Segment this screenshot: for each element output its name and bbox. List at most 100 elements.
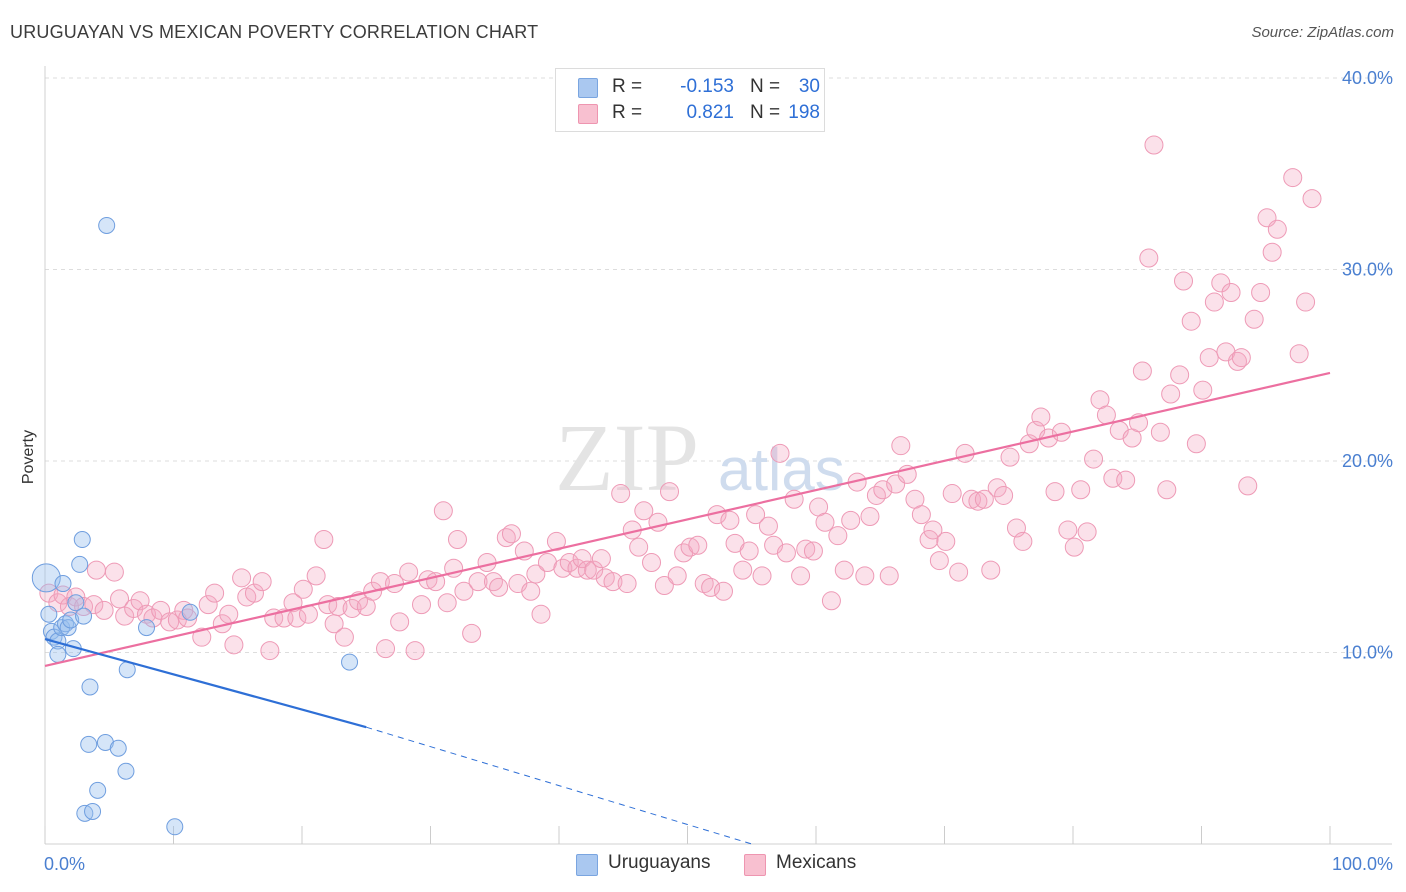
- mexicans-point: [1064, 537, 1084, 557]
- mexicans-point: [891, 436, 911, 456]
- mexicans-point: [1221, 282, 1241, 302]
- y-tick-label: 40.0%: [1342, 68, 1393, 88]
- mexicans-point: [483, 572, 503, 592]
- mexicans-point: [701, 577, 721, 597]
- mexicans-point: [968, 491, 988, 511]
- y-tick-label: 20.0%: [1342, 451, 1393, 471]
- mexicans-points: [39, 135, 1322, 661]
- mexicans-point: [642, 552, 662, 572]
- x-tick-label: 0.0%: [44, 854, 85, 874]
- source-label: Source: ZipAtlas.com: [1251, 24, 1394, 41]
- mexicans-point: [860, 507, 880, 527]
- mexicans-point: [314, 530, 334, 550]
- mexicans-point: [617, 574, 637, 594]
- uruguayans-point: [89, 781, 107, 799]
- uruguayans-trend-extension: [366, 726, 752, 845]
- mexicans-point: [923, 520, 943, 540]
- watermark: ZIP atlas: [555, 404, 845, 511]
- legend-r-label: R =: [612, 76, 643, 97]
- uruguayans-point: [67, 594, 85, 612]
- legend-n-label: N =: [750, 102, 781, 123]
- mexicans-point: [178, 608, 198, 628]
- mexicans-point: [1170, 365, 1190, 385]
- mexicans-point: [828, 526, 848, 546]
- mexicans-point: [1296, 292, 1316, 312]
- mexicans-point: [546, 531, 566, 551]
- mexicans-point: [919, 530, 939, 550]
- mexicans-point: [879, 566, 899, 586]
- mexicans-point: [462, 623, 482, 643]
- grid: [45, 77, 1392, 653]
- mexicans-point: [873, 480, 893, 500]
- mexicans-point: [86, 560, 106, 580]
- y-axis-label: Poverty: [20, 430, 37, 484]
- mexicans-point: [205, 583, 225, 603]
- mexicans-point: [1116, 470, 1136, 490]
- mexicans-point: [399, 562, 419, 582]
- mexicans-point: [1157, 480, 1177, 500]
- mexicans-point: [1084, 449, 1104, 469]
- uruguayans-point: [341, 653, 359, 671]
- mexicans-point: [796, 539, 816, 559]
- uruguayans-point: [31, 563, 61, 593]
- mexicans-point: [1302, 189, 1322, 209]
- x-tick-label: 100.0%: [1332, 854, 1393, 874]
- mexicans-point: [680, 537, 700, 557]
- mexicans-point: [1161, 384, 1181, 404]
- mexicans-point: [405, 641, 425, 661]
- mexicans-point: [1071, 480, 1091, 500]
- uruguayans-point: [117, 762, 135, 780]
- mexicans-point: [94, 600, 114, 620]
- mexicans-point: [390, 612, 410, 632]
- mexicans-point: [1186, 434, 1206, 454]
- mexicans-point: [1181, 311, 1201, 331]
- legend-r-value: -0.153: [680, 76, 734, 97]
- mexicans-point: [987, 478, 1007, 498]
- mexicans-point: [293, 579, 313, 599]
- mexicans-point: [994, 485, 1014, 505]
- stats-legend: R = -0.153 N = 30 R = 0.821 N = 198: [555, 68, 825, 132]
- bottom-legend-label-uruguayans: Uruguayans: [608, 852, 711, 873]
- mexicans-point: [219, 604, 239, 624]
- mexicans-point: [160, 612, 180, 632]
- mexicans-point: [572, 549, 592, 569]
- bottom-legend-swatch-mexicans: [744, 854, 766, 876]
- mexicans-point: [501, 524, 521, 544]
- mexicans-point: [713, 581, 733, 601]
- trend-lines: [44, 371, 1331, 845]
- mexicans-point: [252, 572, 272, 592]
- uruguayans-point: [40, 605, 58, 623]
- uruguayans-point: [109, 739, 127, 757]
- mexicans-point: [1045, 482, 1065, 502]
- y-tick-label: 10.0%: [1342, 643, 1393, 663]
- mexicans-point: [1199, 348, 1219, 368]
- uruguayans-point: [84, 802, 102, 820]
- uruguayans-point: [138, 619, 156, 637]
- mexicans-point: [1058, 520, 1078, 540]
- y-tick-label: 30.0%: [1342, 260, 1393, 280]
- mexicans-point: [974, 489, 994, 509]
- mexicans-point: [955, 443, 975, 463]
- mexicans-point: [981, 560, 1001, 580]
- mexicans-point: [1283, 168, 1303, 188]
- mexicans-point: [232, 568, 252, 588]
- mexicans-point: [629, 537, 649, 557]
- mexicans-point: [1238, 476, 1258, 496]
- legend-swatch-mexicans: [578, 104, 598, 124]
- mexicans-point: [1227, 351, 1247, 371]
- mexicans-point: [224, 635, 244, 655]
- mexicans-point: [342, 598, 362, 618]
- mexicans-point: [855, 566, 875, 586]
- mexicans-point: [654, 575, 674, 595]
- mexicans-point: [611, 484, 631, 504]
- mexicans-point: [733, 560, 753, 580]
- mexicans-point: [447, 530, 467, 550]
- legend-r-value: 0.821: [686, 102, 734, 123]
- mexicans-point: [739, 541, 759, 561]
- legend-swatch-uruguayans: [578, 78, 598, 98]
- mexicans-point: [104, 562, 124, 582]
- mexicans-point: [815, 512, 835, 532]
- mexicans-point: [1289, 344, 1309, 364]
- mexicans-point: [437, 593, 457, 613]
- tick-labels: 10.0% 20.0% 30.0% 40.0% 0.0% 100.0%: [44, 68, 1393, 874]
